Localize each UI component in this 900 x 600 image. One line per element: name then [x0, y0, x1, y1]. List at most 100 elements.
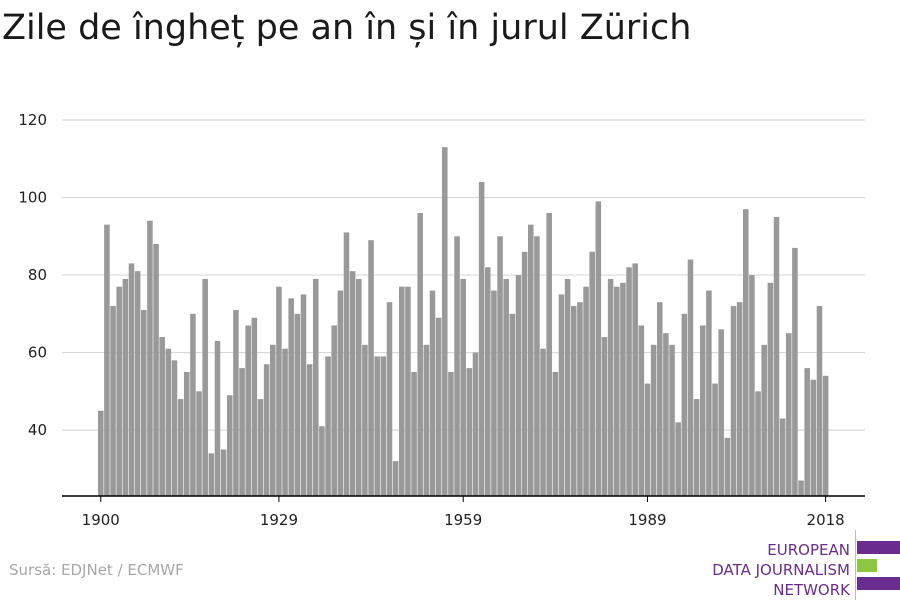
- bar: [196, 391, 202, 496]
- logo-divider: [855, 530, 856, 600]
- bar: [98, 410, 104, 496]
- bar: [233, 309, 239, 496]
- bar: [429, 290, 436, 496]
- bar: [122, 278, 129, 496]
- bar: [792, 247, 798, 496]
- x-tick-label: 1989: [628, 511, 666, 529]
- bar: [546, 213, 552, 496]
- bar: [300, 294, 307, 496]
- bar: [515, 275, 522, 496]
- bar: [141, 309, 147, 496]
- bar: [276, 286, 282, 496]
- logo-line-2: DATA JOURNALISM: [712, 561, 850, 579]
- y-tick-label: 80: [28, 266, 47, 284]
- bar: [521, 251, 528, 496]
- x-tick-label: 1929: [260, 511, 298, 529]
- bar: [614, 286, 620, 496]
- bar: [442, 147, 448, 496]
- x-tick-label: 1900: [82, 511, 120, 529]
- logo-bar-bottom: [857, 577, 900, 590]
- bar: [632, 263, 638, 496]
- bar: [417, 213, 423, 496]
- bar: [736, 302, 743, 496]
- x-tick-label: 1959: [444, 511, 482, 529]
- bar: [810, 379, 817, 496]
- bar: [362, 344, 368, 496]
- bar: [571, 306, 577, 496]
- bar: [171, 360, 178, 496]
- bar: [190, 313, 196, 496]
- y-tick-label: 60: [28, 344, 47, 362]
- edjnet-logo: EUROPEAN DATA JOURNALISM NETWORK: [690, 530, 900, 600]
- bar: [251, 317, 258, 496]
- bar: [184, 371, 190, 496]
- y-axis-ticks: 40 60 80 100 120: [18, 111, 47, 439]
- bar: [239, 368, 245, 496]
- bar: [528, 224, 534, 496]
- bar: [718, 329, 724, 496]
- bar: [589, 251, 595, 496]
- bar: [245, 325, 251, 496]
- bar: [454, 236, 460, 496]
- bar: [165, 348, 172, 496]
- bar: [356, 278, 362, 496]
- bar: [147, 220, 153, 496]
- bar: [374, 356, 380, 496]
- bar: [288, 298, 294, 496]
- bar: [681, 313, 688, 496]
- bar-chart: 40 60 80 100 120 1900 1929 1959 1989 2018: [18, 111, 865, 529]
- bar: [767, 282, 774, 496]
- bar: [700, 325, 706, 496]
- y-tick-label: 100: [18, 189, 47, 207]
- bar: [313, 278, 319, 496]
- bar: [712, 383, 718, 496]
- bar: [368, 240, 374, 496]
- y-tick-label: 120: [18, 111, 47, 129]
- bar: [663, 333, 669, 496]
- bar: [485, 267, 491, 496]
- bar: [294, 313, 301, 496]
- bar: [227, 395, 233, 496]
- bar: [128, 263, 135, 496]
- bar: [620, 282, 626, 496]
- bar: [816, 306, 823, 496]
- bar: [153, 244, 159, 496]
- bar: [669, 344, 675, 496]
- bar: [392, 461, 399, 496]
- bar: [411, 371, 417, 496]
- bar: [478, 182, 485, 496]
- bar: [270, 344, 276, 496]
- bar: [650, 344, 657, 496]
- bar: [761, 344, 767, 496]
- bar: [601, 337, 608, 496]
- bar: [202, 278, 208, 496]
- bar: [343, 232, 350, 497]
- bar: [558, 294, 565, 496]
- bar: [386, 302, 393, 496]
- logo-line-3: NETWORK: [773, 581, 850, 599]
- bar: [503, 278, 509, 496]
- bar: [693, 399, 700, 496]
- bar: [749, 275, 755, 496]
- bar: [110, 306, 116, 496]
- bar: [607, 278, 614, 496]
- x-axis-ticks: 1900 1929 1959 1989 2018: [82, 496, 845, 529]
- bar: [497, 236, 503, 496]
- bar: [306, 364, 313, 496]
- bar: [319, 426, 325, 496]
- bar: [626, 267, 632, 496]
- bars: [98, 147, 829, 497]
- bar: [104, 224, 110, 496]
- bar: [595, 201, 602, 496]
- bar: [534, 236, 540, 496]
- bar: [337, 290, 344, 496]
- bar: [491, 290, 497, 496]
- bar: [786, 333, 792, 496]
- bar: [638, 325, 645, 496]
- bar: [472, 352, 479, 496]
- bar: [435, 317, 442, 496]
- logo-bar-middle: [857, 559, 877, 572]
- bar: [448, 371, 454, 496]
- bar: [730, 306, 737, 496]
- bar: [540, 348, 546, 496]
